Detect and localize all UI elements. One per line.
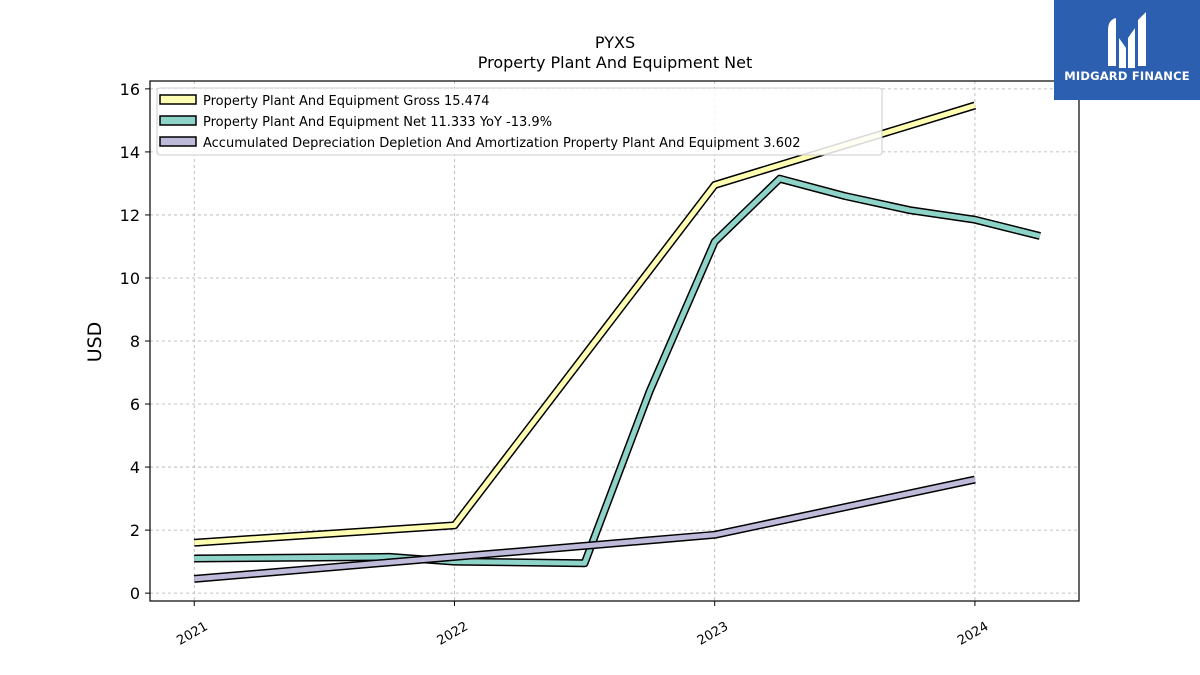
x-tick-label: 2023 [695, 619, 731, 649]
y-axis-label: USD [84, 322, 106, 363]
chart-title: PYXS [595, 33, 635, 52]
legend-label: Accumulated Depreciation Depletion And A… [203, 136, 801, 151]
brand-name: MIDGARD FINANCE [1064, 69, 1190, 83]
x-tick-label: 2024 [955, 619, 991, 649]
series-layer [193, 101, 1041, 583]
series-line-0 [194, 103, 976, 546]
y-tick-label: 0 [130, 584, 140, 603]
legend: Property Plant And Equipment Gross 15.47… [156, 87, 883, 156]
y-tick-label: 10 [120, 269, 140, 288]
legend-label: Property Plant And Equipment Gross 15.47… [203, 94, 490, 109]
chart-subtitle: Property Plant And Equipment Net [478, 53, 753, 72]
legend-swatch [159, 115, 197, 126]
y-tick-label: 12 [120, 206, 140, 225]
series-line-outline-0 [193, 101, 977, 547]
legend-swatch [159, 136, 197, 147]
x-tick-label: 2021 [174, 619, 210, 649]
y-tick-label: 4 [130, 458, 140, 477]
y-tick-label: 6 [130, 395, 140, 414]
series-line-2 [193, 477, 976, 582]
y-tick-label: 8 [130, 332, 140, 351]
legend-swatch [159, 94, 197, 105]
series-line-1 [194, 176, 1041, 566]
y-tick-label: 16 [120, 80, 140, 99]
brand-logo: MIDGARD FINANCE [1054, 0, 1200, 100]
logo-mark-icon [1108, 12, 1146, 68]
series-line-outline-1 [194, 174, 1041, 568]
x-tick-label: 2022 [435, 619, 471, 649]
y-tick-label: 14 [120, 143, 140, 162]
legend-label: Property Plant And Equipment Net 11.333 … [203, 115, 552, 130]
grid-layer [150, 81, 1079, 601]
legend-box [156, 87, 883, 156]
y-tick-label: 2 [130, 521, 140, 540]
